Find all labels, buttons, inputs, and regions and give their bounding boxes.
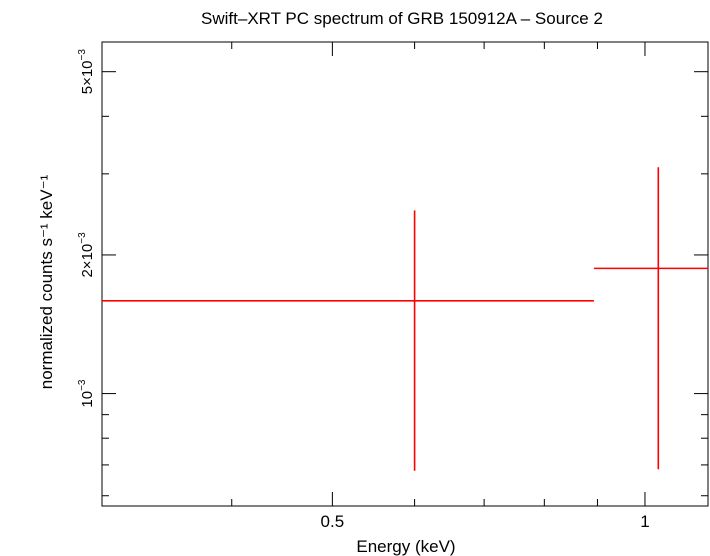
data-layer bbox=[102, 167, 708, 471]
y-tick-label: 10−3 bbox=[77, 379, 96, 408]
minor-ticks bbox=[102, 42, 708, 506]
y-tick-exponent: −3 bbox=[77, 49, 88, 61]
y-axis: 10−32×10−35×10−3 normalized counts s⁻¹ k… bbox=[37, 49, 708, 408]
y-tick-mantissa: 10 bbox=[79, 391, 96, 408]
x-axis: 0.5 1 Energy (keV) bbox=[321, 42, 650, 556]
x-tick-label: 0.5 bbox=[321, 512, 345, 531]
y-tick-mantissa: 5×10 bbox=[79, 60, 96, 94]
y-tick-label: 5×10−3 bbox=[77, 49, 96, 95]
y-tick-label: 2×10−3 bbox=[77, 232, 96, 278]
x-tick-label: 1 bbox=[640, 512, 649, 531]
y-tick-exponent: −3 bbox=[77, 379, 88, 391]
y-tick-exponent: −3 bbox=[77, 232, 88, 244]
plot-area bbox=[101, 41, 709, 507]
data-point bbox=[593, 167, 708, 470]
x-major-ticks: 0.5 1 bbox=[321, 42, 650, 531]
data-point bbox=[102, 210, 594, 471]
y-tick-mantissa: 2×10 bbox=[79, 244, 96, 278]
chart-title: Swift–XRT PC spectrum of GRB 150912A – S… bbox=[201, 9, 603, 28]
y-major-ticks: 10−32×10−35×10−3 bbox=[77, 49, 708, 408]
x-axis-label: Energy (keV) bbox=[356, 537, 455, 556]
y-axis-label: normalized counts s⁻¹ keV⁻¹ bbox=[37, 174, 56, 389]
plot-frame bbox=[101, 41, 709, 507]
